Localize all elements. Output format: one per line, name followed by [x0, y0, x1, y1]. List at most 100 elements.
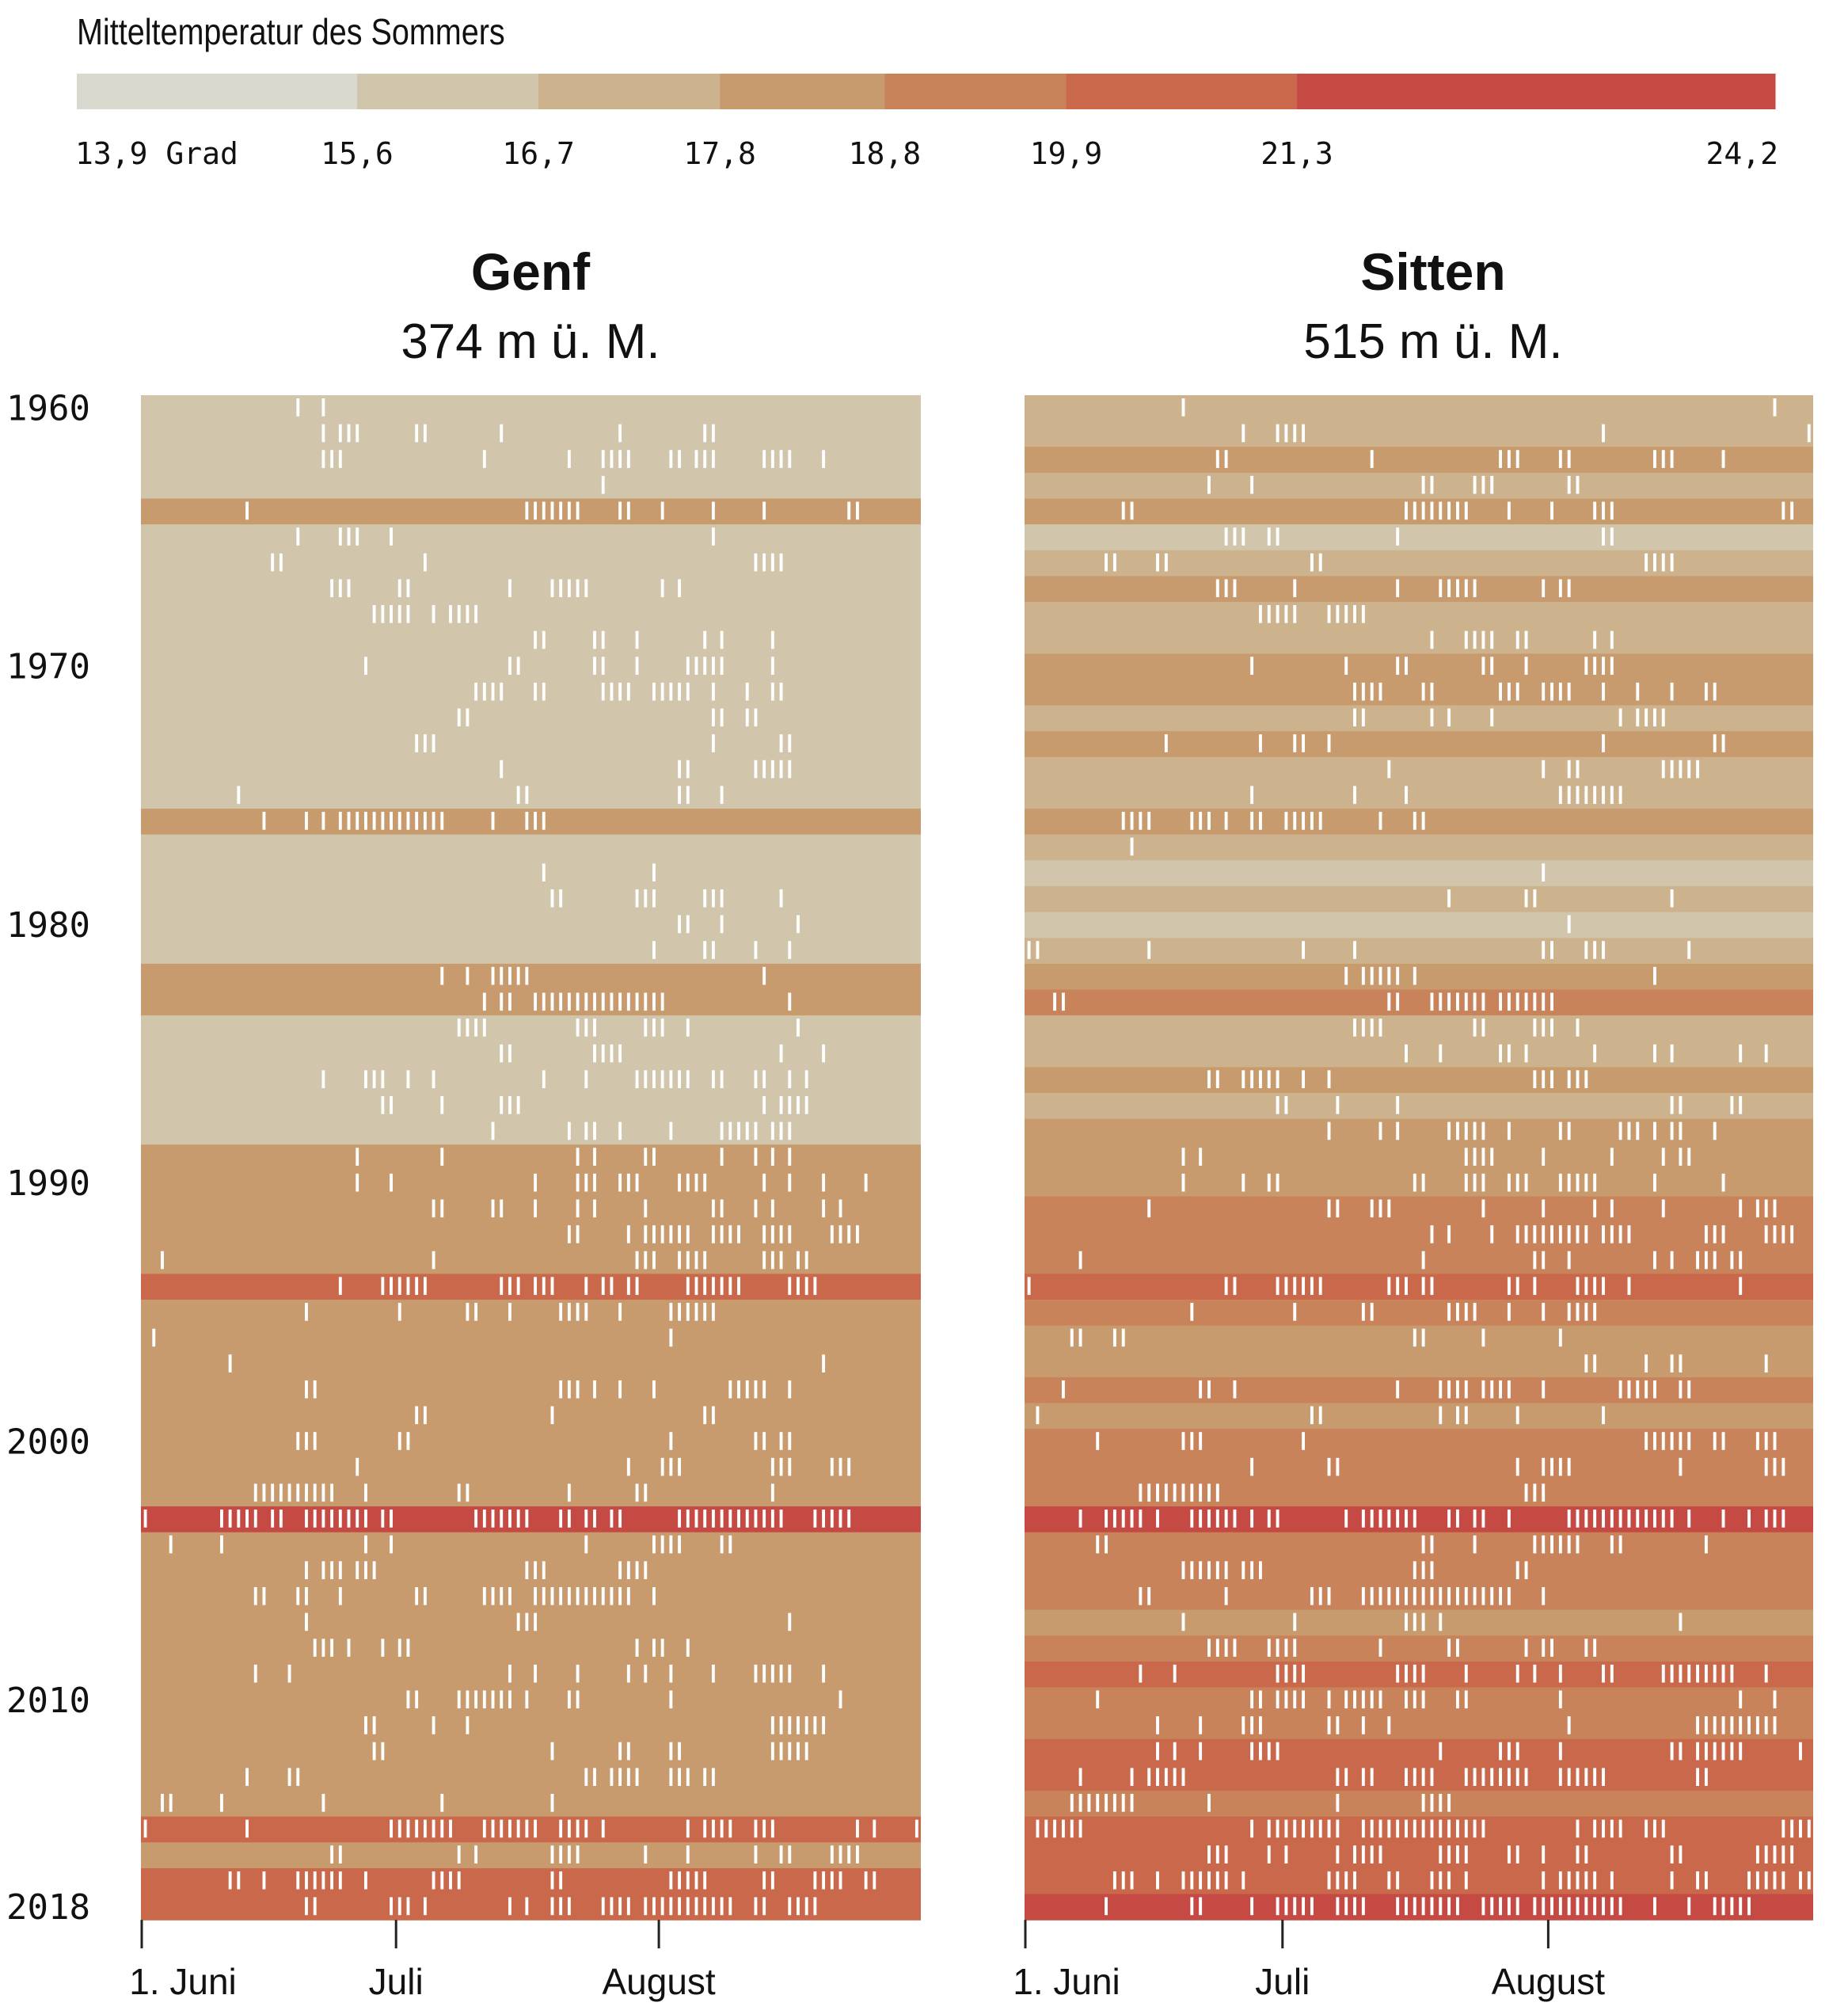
hot-day-mark — [1413, 1768, 1416, 1787]
hot-day-mark — [1250, 812, 1254, 830]
hot-day-mark — [1576, 1277, 1580, 1296]
hot-day-mark — [1593, 941, 1597, 959]
hot-day-mark — [228, 1354, 232, 1372]
hot-day-mark — [1455, 1303, 1459, 1321]
hot-day-mark — [711, 1768, 715, 1787]
hot-day-mark — [1533, 1251, 1537, 1270]
year-row — [1025, 756, 1813, 784]
year-row-bar — [141, 1842, 921, 1869]
hot-day-mark — [474, 1845, 478, 1864]
hot-day-mark — [1053, 1819, 1057, 1838]
year-row — [1025, 1041, 1813, 1068]
hot-day-mark — [1164, 1483, 1168, 1502]
hot-day-mark — [788, 1897, 792, 1916]
hot-day-mark — [1610, 501, 1614, 520]
hot-day-mark — [703, 630, 707, 649]
hot-day-mark — [1121, 501, 1125, 520]
hot-day-mark — [423, 1897, 427, 1916]
hot-day-mark — [1713, 1225, 1717, 1243]
hot-day-mark — [305, 1510, 308, 1528]
year-row — [141, 1144, 921, 1171]
hot-day-mark — [804, 1716, 808, 1734]
hot-day-mark — [1481, 1148, 1485, 1166]
hot-day-mark — [1181, 1612, 1185, 1631]
year-row-bar — [1025, 912, 1813, 938]
hot-day-mark — [1602, 1406, 1605, 1425]
hot-day-mark — [1558, 1768, 1562, 1787]
hot-day-mark — [770, 1716, 774, 1734]
hot-day-mark — [356, 1457, 359, 1476]
hot-day-mark — [762, 553, 766, 572]
hot-day-mark — [1593, 1354, 1597, 1372]
hot-day-mark — [1267, 1845, 1271, 1864]
hot-day-mark — [390, 1173, 393, 1192]
hot-day-mark — [1584, 1070, 1588, 1089]
hot-day-mark — [711, 682, 715, 701]
hot-day-mark — [330, 1845, 334, 1864]
hot-day-mark — [1447, 708, 1451, 727]
hot-day-mark — [1378, 966, 1382, 985]
hot-day-mark — [1302, 1897, 1306, 1916]
hot-day-mark — [770, 1148, 774, 1166]
hot-day-mark — [1679, 1742, 1683, 1761]
hot-day-mark — [788, 941, 792, 959]
hot-day-mark — [500, 424, 504, 443]
hot-day-mark — [271, 553, 275, 572]
hot-day-mark — [1507, 1510, 1511, 1528]
hot-day-mark — [1112, 1510, 1116, 1528]
hot-day-mark — [635, 992, 639, 1011]
hot-day-mark — [466, 1018, 470, 1037]
year-row-bar — [1025, 1196, 1813, 1223]
hot-day-mark — [754, 1199, 758, 1218]
hot-day-mark — [567, 1380, 571, 1399]
year-row — [141, 1093, 921, 1120]
hot-day-mark — [1233, 527, 1237, 546]
hot-day-mark — [1652, 450, 1656, 468]
hot-day-mark — [1481, 1018, 1485, 1037]
hot-day-mark — [1387, 1510, 1391, 1528]
hot-day-mark — [754, 553, 758, 572]
hot-day-mark — [1773, 398, 1777, 417]
hot-day-mark — [305, 1483, 308, 1502]
hot-day-mark — [1661, 760, 1665, 779]
hot-day-mark — [1593, 1173, 1597, 1192]
hot-day-mark — [678, 786, 682, 805]
hot-day-mark — [567, 1225, 571, 1243]
hot-day-mark — [1464, 1871, 1468, 1890]
hot-day-mark — [1078, 1328, 1082, 1347]
hot-day-mark — [432, 734, 435, 752]
hot-day-mark — [1593, 1199, 1597, 1218]
hot-day-mark — [1618, 1121, 1622, 1140]
hot-day-mark — [1773, 1845, 1777, 1864]
year-row — [141, 550, 921, 577]
year-label: 1960 — [6, 388, 90, 428]
hot-day-mark — [1233, 1639, 1237, 1657]
hot-day-mark — [822, 1173, 826, 1192]
hot-day-mark — [1353, 1871, 1356, 1890]
hot-day-mark — [1558, 1225, 1562, 1243]
hot-day-mark — [1721, 1897, 1725, 1916]
hot-day-mark — [754, 1897, 758, 1916]
hot-day-mark — [1490, 708, 1494, 727]
hot-day-mark — [1267, 1819, 1271, 1838]
hot-day-mark — [1679, 1612, 1683, 1631]
year-row — [141, 1480, 921, 1507]
year-row-bar — [1025, 1247, 1813, 1275]
year-row-bar — [141, 938, 921, 965]
hot-day-mark — [576, 1148, 580, 1166]
hot-day-mark — [652, 1535, 656, 1554]
hot-day-mark — [1413, 1510, 1416, 1528]
hot-day-mark — [1704, 682, 1708, 701]
hot-day-mark — [788, 1432, 792, 1450]
year-row — [141, 809, 921, 836]
hot-day-mark — [686, 1819, 690, 1838]
hot-day-mark — [1576, 1173, 1580, 1192]
hot-day-mark — [1405, 786, 1408, 805]
hot-day-mark — [822, 450, 826, 468]
hot-day-mark — [1353, 605, 1356, 623]
legend-label: 13,9 Grad — [75, 136, 238, 171]
hot-day-mark — [610, 1768, 614, 1787]
hot-day-mark — [1405, 1897, 1408, 1916]
hot-day-mark — [449, 1871, 452, 1890]
year-row-bar — [1025, 524, 1813, 551]
